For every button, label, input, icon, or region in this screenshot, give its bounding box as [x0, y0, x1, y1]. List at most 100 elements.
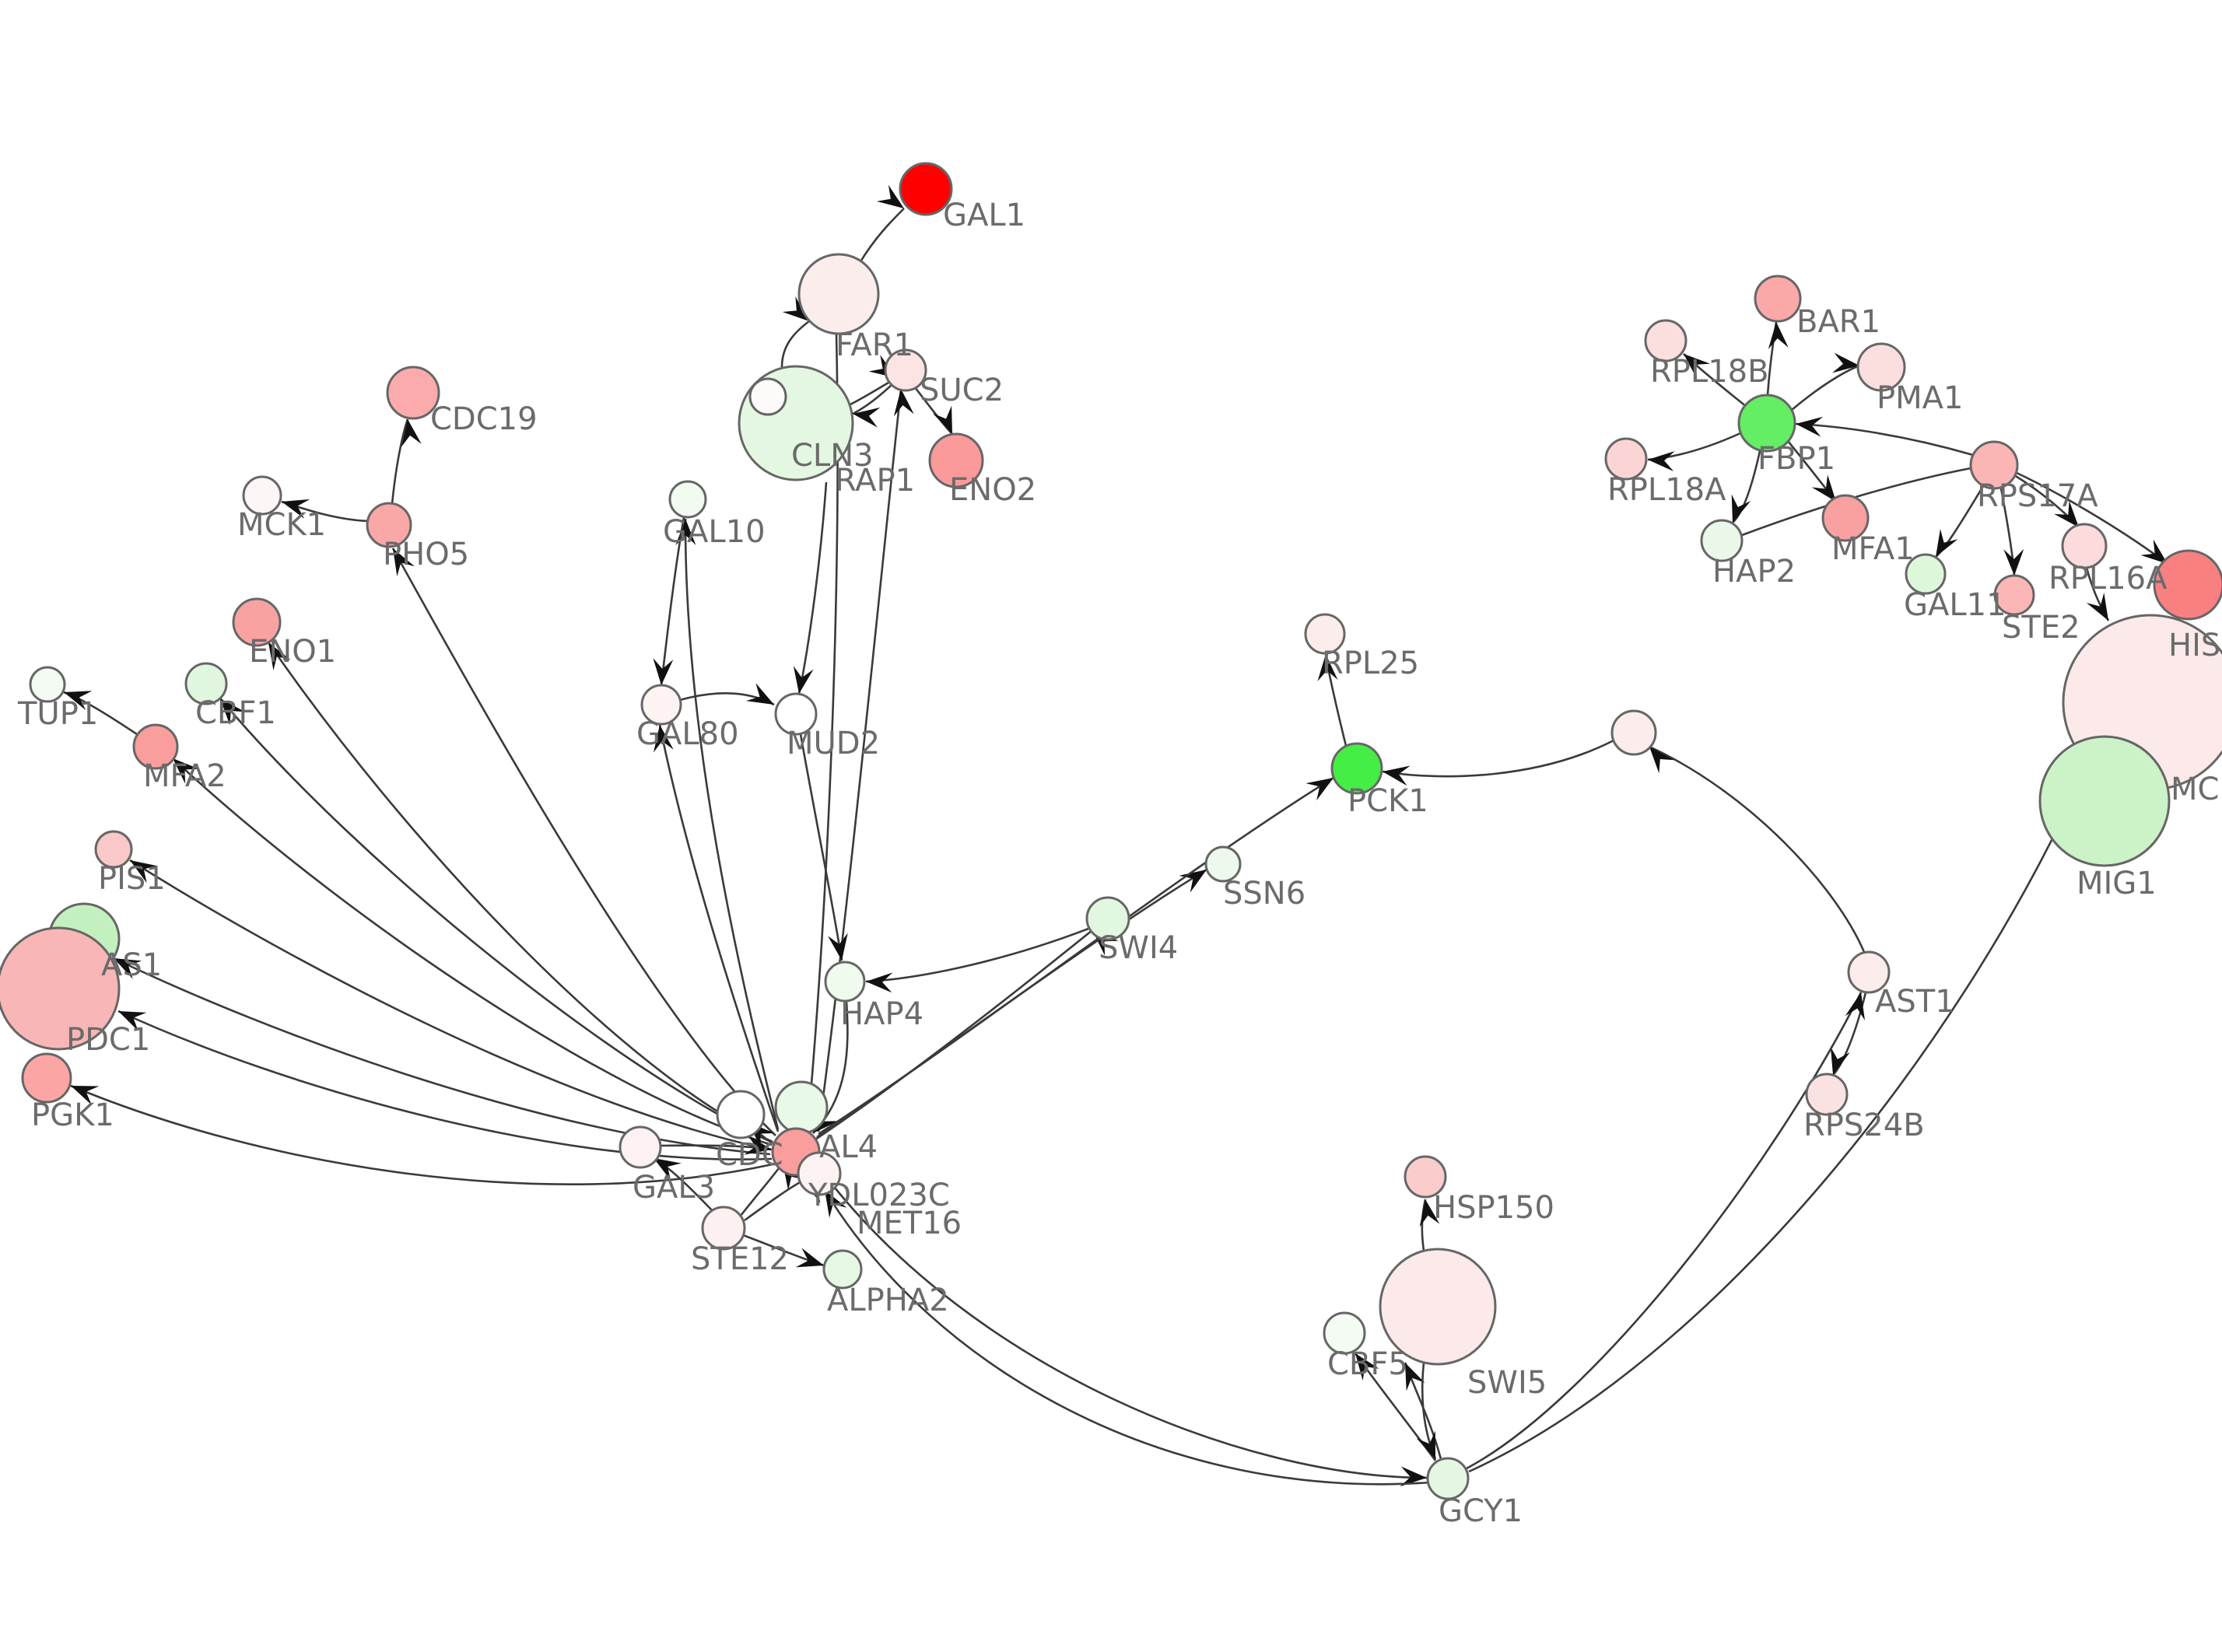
arrowhead-icon [744, 1135, 772, 1155]
node-label-gal11: GAL11 [1904, 587, 2006, 623]
node-label-pdc1: PDC1 [66, 1022, 150, 1058]
arrowhead-icon [1768, 322, 1789, 349]
node-gal1[interactable] [899, 162, 953, 216]
node-swi5[interactable] [1379, 1248, 1497, 1366]
edge-GCY1-to-MCM1 [1468, 769, 2087, 1473]
arrowhead-icon [825, 1190, 847, 1218]
node-pdc1[interactable] [0, 926, 121, 1051]
edge-GAL4-to-PIS1 [129, 859, 771, 1151]
node-cdc39[interactable] [716, 1090, 766, 1139]
node-hap2[interactable] [1700, 519, 1744, 562]
arrowhead-icon [393, 548, 415, 577]
edge-STE12-to-ALPHA2 [742, 1234, 825, 1268]
edge-GAL4-to-SWI4 [815, 929, 1119, 1141]
edge-RPS17A-to-STE2 [1999, 488, 2024, 576]
edge-line [684, 518, 780, 1130]
arrowhead-icon [828, 933, 848, 961]
edge-GAL4-to-MFA2 [172, 758, 773, 1146]
node-ydl023c[interactable] [797, 1151, 842, 1196]
arrowhead-icon [114, 958, 142, 979]
node-pma1[interactable] [1856, 342, 1906, 392]
node-alpha2[interactable] [822, 1249, 863, 1290]
node-his4[interactable] [2153, 549, 2222, 621]
arrowhead-icon [71, 1086, 100, 1105]
node-swi4[interactable] [1085, 896, 1130, 941]
node-mfa1[interactable] [1821, 494, 1870, 542]
node-fbp1[interactable] [1737, 394, 1796, 453]
edge-GAL4-to-GAL80 [653, 724, 780, 1132]
node-rpl18a[interactable] [1604, 437, 1648, 481]
node-label-cbf1: CBF1 [195, 695, 276, 731]
node-gal11n[interactable] [774, 1080, 829, 1135]
node-hsp150[interactable] [1404, 1155, 1447, 1199]
arrowhead-icon [1419, 1199, 1440, 1227]
arrowhead-icon [1811, 474, 1836, 502]
node-ast1[interactable] [1847, 950, 1891, 994]
node-ste12[interactable] [701, 1206, 746, 1251]
node-label-pis1: PIS1 [98, 861, 166, 897]
edge-line [815, 929, 1093, 1141]
edge-line [391, 418, 409, 505]
node-cbf1[interactable] [184, 662, 228, 705]
node-rpl16a[interactable] [2061, 523, 2108, 569]
node-mig1[interactable] [2038, 735, 2171, 867]
node-bar1[interactable] [1754, 275, 1802, 323]
edge-AST1-to-HUB_R [1649, 745, 1866, 953]
arrowhead-icon [782, 296, 809, 321]
node-mck1[interactable] [242, 475, 282, 516]
node-gal11[interactable] [1905, 553, 1947, 595]
node-gal10[interactable] [668, 480, 707, 519]
node-pgk1[interactable] [21, 1052, 72, 1104]
node-pck1[interactable] [1330, 742, 1383, 795]
node-cdc19[interactable] [386, 366, 440, 420]
node-mfa2[interactable] [132, 723, 179, 770]
node-suc2[interactable] [884, 348, 927, 392]
edge-line [799, 733, 843, 961]
edge-PHO5-to-MCK1 [281, 499, 369, 523]
node-rpl25[interactable] [1304, 613, 1346, 655]
node-label-gal80: GAL80 [636, 716, 739, 752]
node-tup1[interactable] [29, 666, 66, 703]
node-hap4[interactable] [824, 961, 866, 1003]
edge-SWI4-to-HAP4 [865, 927, 1089, 993]
node-gal3[interactable] [619, 1125, 662, 1169]
edge-RPL16A-to-MCM1 [2085, 567, 2110, 621]
arrowhead-icon [1830, 1046, 1850, 1075]
edge-line [822, 1172, 1428, 1479]
node-pis1[interactable] [94, 830, 133, 869]
arrowhead-icon [1355, 1353, 1379, 1381]
edge-line [2014, 471, 2168, 565]
edge-FAR1-to-GAL1 [858, 184, 905, 264]
node-cln3b[interactable] [748, 377, 787, 416]
arrowhead-icon [1936, 529, 1958, 557]
node-ste2[interactable] [1993, 574, 2035, 616]
node-label-his4: HIS4 [2168, 628, 2222, 663]
node-gal80[interactable] [640, 684, 682, 726]
node-eno1[interactable] [232, 597, 282, 647]
node-ssn6[interactable] [1204, 845, 1242, 883]
node-rps24b[interactable] [1805, 1073, 1849, 1116]
edge-CLN3-to-FAR1 [780, 296, 810, 368]
node-pho5[interactable] [366, 502, 412, 548]
edge-RAP1-to-MUD2 [793, 481, 828, 695]
edge-RPS17A-to-GAL11 [1935, 485, 1985, 558]
arrowhead-icon [853, 407, 881, 428]
edge-line [1468, 769, 2087, 1473]
node-cbf5[interactable] [1323, 1311, 1366, 1355]
edge-SWI5-to-GCY1 [1416, 1362, 1437, 1460]
node-hub_r[interactable] [1610, 709, 1657, 756]
node-gcy1[interactable] [1426, 1457, 1470, 1500]
node-eno2[interactable] [928, 432, 984, 488]
node-far1[interactable] [797, 253, 880, 335]
edge-GAL3-to-GAL4 [660, 1135, 773, 1155]
edge-FBP1-to-PMA1 [1791, 352, 1860, 411]
arrowhead-icon [2003, 548, 2024, 576]
node-rps17a[interactable] [1969, 440, 2019, 490]
node-mud2[interactable] [774, 692, 818, 736]
node-label-cdc19: CDC19 [430, 401, 538, 437]
node-label-met16: MET16 [857, 1206, 962, 1241]
node-rpl18b[interactable] [1644, 319, 1688, 362]
node-label-gcy1: GCY1 [1439, 1493, 1523, 1529]
arrowhead-icon [118, 1011, 147, 1031]
edge-FBP1-to-HAP2 [1731, 450, 1761, 523]
